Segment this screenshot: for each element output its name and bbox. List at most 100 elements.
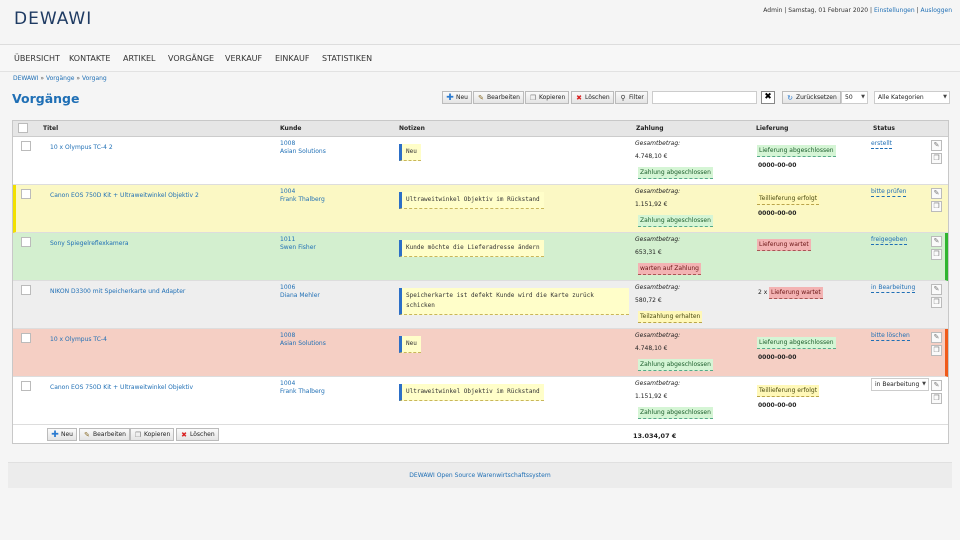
col-title[interactable]: Titel (43, 125, 59, 132)
delivery-status[interactable]: Lieferung wartet (757, 239, 811, 251)
edit-row-icon[interactable]: ✎ (931, 140, 942, 151)
nav-item-vorgaenge[interactable]: VORGÄNGE (168, 54, 215, 63)
customer-name-link[interactable]: Asian Solutions (280, 340, 326, 347)
footer-link[interactable]: DEWAWI Open Source Warenwirtschaftssyste… (409, 472, 551, 479)
row-checkbox[interactable] (21, 141, 31, 151)
category-select[interactable]: Alle Kategorien ▼ (874, 91, 950, 104)
customer-number-link[interactable]: 1006 (280, 284, 296, 291)
status-select[interactable]: in Bearbeitung ▼ (871, 378, 929, 391)
new-button[interactable]: ✚ Neu (442, 91, 472, 104)
delivery-status[interactable]: Lieferung abgeschlossen (757, 145, 836, 157)
payment-status[interactable]: Zahlung abgeschlossen (638, 167, 713, 179)
edit-button[interactable]: ✎ Bearbeiten (473, 91, 524, 104)
edit-row-icon[interactable]: ✎ (931, 332, 942, 343)
edit-row-icon[interactable]: ✎ (931, 236, 942, 247)
customer-number-link[interactable]: 1008 (280, 332, 296, 339)
delete-label: Löschen (190, 431, 215, 438)
status-badge[interactable]: bitte löschen (871, 332, 910, 341)
customer-name-link[interactable]: Diana Mehler (280, 292, 320, 299)
delivery-status[interactable]: Teillieferung erfolgt (757, 385, 820, 397)
nav-item-einkauf[interactable]: EINKAUF (275, 54, 310, 63)
copy-row-icon[interactable]: ❐ (931, 345, 942, 356)
row-title-link[interactable]: Canon EOS 750D Kit + Ultraweitwinkel Obj… (50, 192, 199, 199)
customer-name-link[interactable]: Frank Thalberg (280, 388, 325, 395)
settings-link[interactable]: Einstellungen (873, 7, 915, 14)
delete-button-bottom[interactable]: ✖ Löschen (176, 428, 219, 441)
search-input[interactable] (652, 91, 757, 104)
customer-name-link[interactable]: Swen Fisher (280, 244, 316, 251)
copy-row-icon[interactable]: ❐ (931, 153, 942, 164)
customer-number-link[interactable]: 1004 (280, 188, 296, 195)
customer-number-link[interactable]: 1004 (280, 380, 296, 387)
nav-item-artikel[interactable]: ARTIKEL (123, 54, 156, 63)
col-notes[interactable]: Notizen (399, 125, 425, 132)
table-row[interactable]: NIKON D3300 mit Speicherkarte und Adapte… (13, 281, 948, 329)
copy-button[interactable]: ❐ Kopieren (525, 91, 570, 104)
copy-row-icon[interactable]: ❐ (931, 297, 942, 308)
customer-name-link[interactable]: Asian Solutions (280, 148, 326, 155)
edit-button-bottom[interactable]: ✎ Bearbeiten (79, 428, 130, 441)
per-page-select[interactable]: 50 ▼ (841, 91, 868, 104)
status-badge[interactable]: bitte prüfen (871, 188, 907, 197)
delivery-status[interactable]: Lieferung abgeschlossen (757, 337, 836, 349)
new-label: Neu (61, 431, 73, 438)
delivery-status[interactable]: Lieferung wartet (769, 287, 823, 299)
nav-item-uebersicht[interactable]: ÜBERSICHT (14, 54, 60, 63)
filter-button[interactable]: ⚲ Filter (615, 91, 648, 104)
total-label: Gesamtbetrag: (635, 188, 681, 195)
copy-row-icon[interactable]: ❐ (931, 393, 942, 404)
customer-name-link[interactable]: Frank Thalberg (280, 196, 325, 203)
nav-item-verkauf[interactable]: VERKAUF (225, 54, 263, 63)
row-checkbox[interactable] (21, 333, 31, 343)
row-checkbox[interactable] (21, 285, 31, 295)
reset-button[interactable]: ↻ Zurücksetzen (782, 91, 841, 104)
payment-status[interactable]: warten auf Zahlung (638, 263, 701, 275)
new-button-bottom[interactable]: ✚ Neu (47, 428, 77, 441)
copy-label: Kopieren (144, 431, 171, 438)
nav-item-kontakte[interactable]: KONTAKTE (69, 54, 111, 63)
copy-button-bottom[interactable]: ❐ Kopieren (130, 428, 175, 441)
edit-row-icon[interactable]: ✎ (931, 380, 942, 391)
logout-link[interactable]: Ausloggen (920, 7, 952, 14)
row-title-link[interactable]: Sony Spiegelreflexkamera (50, 240, 129, 247)
payment-status[interactable]: Zahlung abgeschlossen (638, 407, 713, 419)
table-row[interactable]: Canon EOS 750D Kit + Ultraweitwinkel Obj… (13, 377, 948, 425)
col-delivery[interactable]: Lieferung (756, 125, 789, 132)
col-payment[interactable]: Zahlung (636, 125, 664, 132)
row-title-link[interactable]: NIKON D3300 mit Speicherkarte und Adapte… (50, 288, 186, 295)
edit-row-icon[interactable]: ✎ (931, 188, 942, 199)
col-status[interactable]: Status (873, 125, 895, 132)
delete-button[interactable]: ✖ Löschen (571, 91, 614, 104)
row-title-link[interactable]: 10 x Olympus TC-4 2 (50, 144, 113, 151)
select-all-checkbox[interactable] (18, 123, 28, 133)
breadcrumb-vorgang[interactable]: Vorgang (81, 75, 107, 82)
row-title-link[interactable]: Canon EOS 750D Kit + Ultraweitwinkel Obj… (50, 384, 194, 391)
table-row[interactable]: 10 x Olympus TC-4 1008 Asian Solutions N… (13, 329, 948, 377)
nav-item-statistiken[interactable]: STATISTIKEN (322, 54, 373, 63)
payment-status[interactable]: Teilzahlung erhalten (638, 311, 703, 323)
copy-row-icon[interactable]: ❐ (931, 249, 942, 260)
edit-row-icon[interactable]: ✎ (931, 284, 942, 295)
table-row[interactable]: Canon EOS 750D Kit + Ultraweitwinkel Obj… (13, 185, 948, 233)
breadcrumb-vorgaenge[interactable]: Vorgänge (46, 75, 75, 82)
customer-number-link[interactable]: 1008 (280, 140, 296, 147)
header: DEWAWI Admin | Samstag, 01 Februar 2020 … (0, 0, 960, 42)
row-checkbox[interactable] (21, 237, 31, 247)
delivery-status[interactable]: Teillieferung erfolgt (757, 193, 820, 205)
row-checkbox[interactable] (21, 189, 31, 199)
clear-search-button[interactable]: ✖ (761, 91, 775, 104)
row-checkbox[interactable] (21, 381, 31, 391)
app-logo[interactable]: DEWAWI (14, 9, 93, 29)
payment-status[interactable]: Zahlung abgeschlossen (638, 215, 713, 227)
customer-number-link[interactable]: 1011 (280, 236, 296, 243)
breadcrumb-home[interactable]: DEWAWI (13, 75, 39, 82)
status-badge[interactable]: in Bearbeitung (871, 284, 916, 293)
table-row[interactable]: Sony Spiegelreflexkamera 1011 Swen Fishe… (13, 233, 948, 281)
payment-status[interactable]: Zahlung abgeschlossen (638, 359, 713, 371)
table-row[interactable]: 10 x Olympus TC-4 2 1008 Asian Solutions… (13, 137, 948, 185)
status-badge[interactable]: freigegeben (871, 236, 908, 245)
status-badge[interactable]: erstellt (871, 140, 893, 149)
copy-row-icon[interactable]: ❐ (931, 201, 942, 212)
col-customer[interactable]: Kunde (280, 125, 302, 132)
row-title-link[interactable]: 10 x Olympus TC-4 (50, 336, 107, 343)
